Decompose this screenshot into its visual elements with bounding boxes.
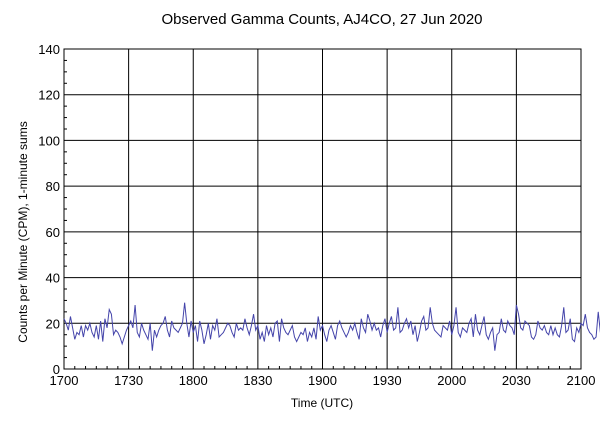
- x-tick-label: 1730: [114, 373, 143, 388]
- chart-title: Observed Gamma Counts, AJ4CO, 27 Jun 202…: [162, 11, 483, 28]
- x-tick-label: 1700: [50, 373, 79, 388]
- x-tick-label: 1900: [308, 373, 337, 388]
- x-axis-label: Time (UTC): [291, 396, 353, 410]
- x-tick-label: 2100: [567, 373, 596, 388]
- x-tick-label: 1800: [179, 373, 208, 388]
- x-tick-label: 2000: [437, 373, 466, 388]
- grid-lines: [63, 48, 582, 370]
- y-tick-label: 100: [38, 133, 60, 148]
- y-tick-label: 0: [53, 362, 60, 377]
- y-tick-labels: 0 20 40 60 80 100 120 140: [38, 42, 60, 377]
- x-tick-label: 1830: [243, 373, 272, 388]
- y-tick-label: 20: [46, 316, 60, 331]
- y-axis-label: Counts per Minute (CPM), 1-minute sums: [16, 121, 30, 342]
- minor-ticks: [64, 59, 571, 369]
- series-group: [63, 302, 600, 351]
- y-tick-label: 120: [38, 88, 60, 103]
- x-tick-labels: 1700 1730 1800 1830 1900 1930 2000 2030 2100: [50, 373, 596, 388]
- x-tick-label: 1930: [373, 373, 402, 388]
- x-tick-label: 2030: [502, 373, 531, 388]
- y-tick-label: 60: [46, 225, 60, 240]
- series-line: [63, 302, 600, 351]
- y-tick-label: 40: [46, 271, 60, 286]
- y-tick-label: 140: [38, 42, 60, 57]
- y-tick-label: 80: [46, 179, 60, 194]
